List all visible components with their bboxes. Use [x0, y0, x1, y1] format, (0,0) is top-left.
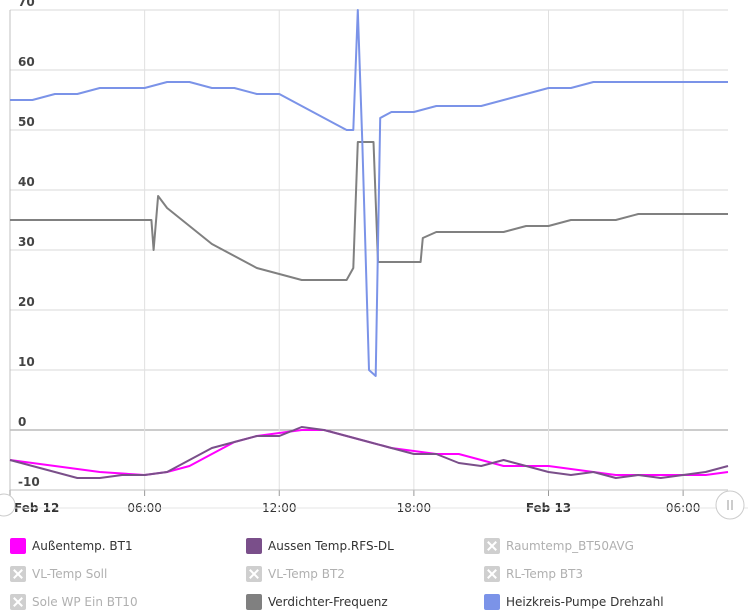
- legend-item[interactable]: Aussen Temp.RFS-DL: [246, 536, 394, 556]
- series-line-8: [10, 9, 728, 377]
- series-line-0: [9, 429, 729, 476]
- y-tick-label: 60: [18, 55, 35, 69]
- legend-swatch: [10, 538, 26, 554]
- legend-item[interactable]: VL-Temp BT2: [246, 564, 345, 584]
- legend-label: Außentemp. BT1: [32, 539, 133, 553]
- legend-item[interactable]: Außentemp. BT1: [10, 536, 133, 556]
- legend-swatch: [10, 566, 26, 582]
- navigator-handle-right: [715, 490, 745, 520]
- y-tick-label: -10: [18, 475, 40, 489]
- y-tick-label: 70: [18, 0, 35, 9]
- legend-label: VL-Temp BT2: [268, 567, 345, 581]
- legend-swatch: [484, 566, 500, 582]
- series-line-1: [9, 426, 729, 479]
- legend-label: RL-Temp BT3: [506, 567, 584, 581]
- legend-swatch: [484, 538, 500, 554]
- legend-item[interactable]: VL-Temp Soll: [10, 564, 107, 584]
- y-tick-label: 50: [18, 115, 35, 129]
- y-tick-label: 0: [18, 415, 26, 429]
- legend-label: Heizkreis-Pumpe Drehzahl: [506, 595, 664, 609]
- navigator-handle-left: [0, 493, 16, 517]
- legend-label: VL-Temp Soll: [32, 567, 108, 581]
- legend-item[interactable]: Sole WP Ein BT10: [10, 592, 138, 612]
- series-line-7: [10, 141, 728, 281]
- legend-swatch: [484, 594, 500, 610]
- chart-legend: Außentemp. BT1 Aussen Temp.RFS-DL Raumtemp…: [0, 530, 748, 615]
- legend-item[interactable]: RL-Temp BT3: [484, 564, 583, 584]
- y-tick-label: 10: [18, 355, 35, 369]
- y-tick-label: 20: [18, 295, 35, 309]
- y-tick-label: 30: [18, 235, 35, 249]
- legend-label: Sole WP Ein BT10: [32, 595, 138, 609]
- legend-swatch: [246, 538, 262, 554]
- legend-swatch: [10, 594, 26, 610]
- legend-item[interactable]: Raumtemp_BT50AVG: [484, 536, 634, 556]
- legend-label: Aussen Temp.RFS-DL: [268, 539, 394, 553]
- legend-swatch: [246, 566, 262, 582]
- legend-label: Raumtemp_BT50AVG: [506, 539, 634, 553]
- legend-swatch: [246, 594, 262, 610]
- legend-item[interactable]: Verdichter-Frequenz: [246, 592, 388, 612]
- legend-label: Verdichter-Frequenz: [268, 595, 388, 609]
- y-tick-label: 40: [18, 175, 35, 189]
- legend-item[interactable]: Heizkreis-Pumpe Drehzahl: [484, 592, 664, 612]
